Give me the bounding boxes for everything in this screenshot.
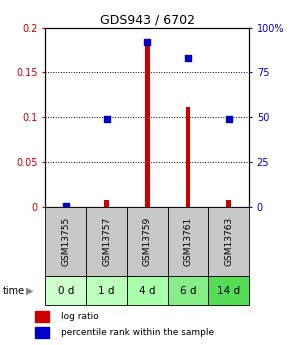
FancyBboxPatch shape (45, 207, 86, 276)
FancyBboxPatch shape (127, 276, 168, 305)
FancyBboxPatch shape (168, 207, 208, 276)
Point (104, 116, 109, 122)
Point (145, 39, 150, 45)
Point (186, 55, 190, 61)
FancyBboxPatch shape (45, 276, 86, 305)
Bar (185, 107, 190, 207)
Text: log ratio: log ratio (61, 312, 99, 321)
FancyBboxPatch shape (168, 276, 208, 305)
Text: ▶: ▶ (26, 286, 34, 296)
Text: GSM13757: GSM13757 (102, 217, 111, 266)
Bar (104, 200, 109, 207)
Title: GDS943 / 6702: GDS943 / 6702 (100, 13, 195, 27)
Point (64, 203, 68, 209)
Text: GSM13761: GSM13761 (183, 217, 193, 266)
Text: percentile rank within the sample: percentile rank within the sample (61, 328, 214, 337)
Bar (145, 44, 150, 207)
Text: time: time (3, 286, 25, 296)
Text: GSM13763: GSM13763 (224, 217, 233, 266)
FancyBboxPatch shape (86, 207, 127, 276)
Text: 0 d: 0 d (58, 286, 74, 296)
Text: GSM13759: GSM13759 (143, 217, 152, 266)
FancyBboxPatch shape (86, 276, 127, 305)
Point (226, 116, 231, 122)
Bar (35, 310, 50, 322)
Text: 4 d: 4 d (139, 286, 156, 296)
Bar (35, 327, 50, 338)
FancyBboxPatch shape (208, 207, 249, 276)
Text: 1 d: 1 d (98, 286, 115, 296)
Text: 14 d: 14 d (217, 286, 240, 296)
Text: 6 d: 6 d (180, 286, 196, 296)
FancyBboxPatch shape (208, 276, 249, 305)
Bar (226, 200, 231, 207)
FancyBboxPatch shape (127, 207, 168, 276)
Text: GSM13755: GSM13755 (61, 217, 70, 266)
